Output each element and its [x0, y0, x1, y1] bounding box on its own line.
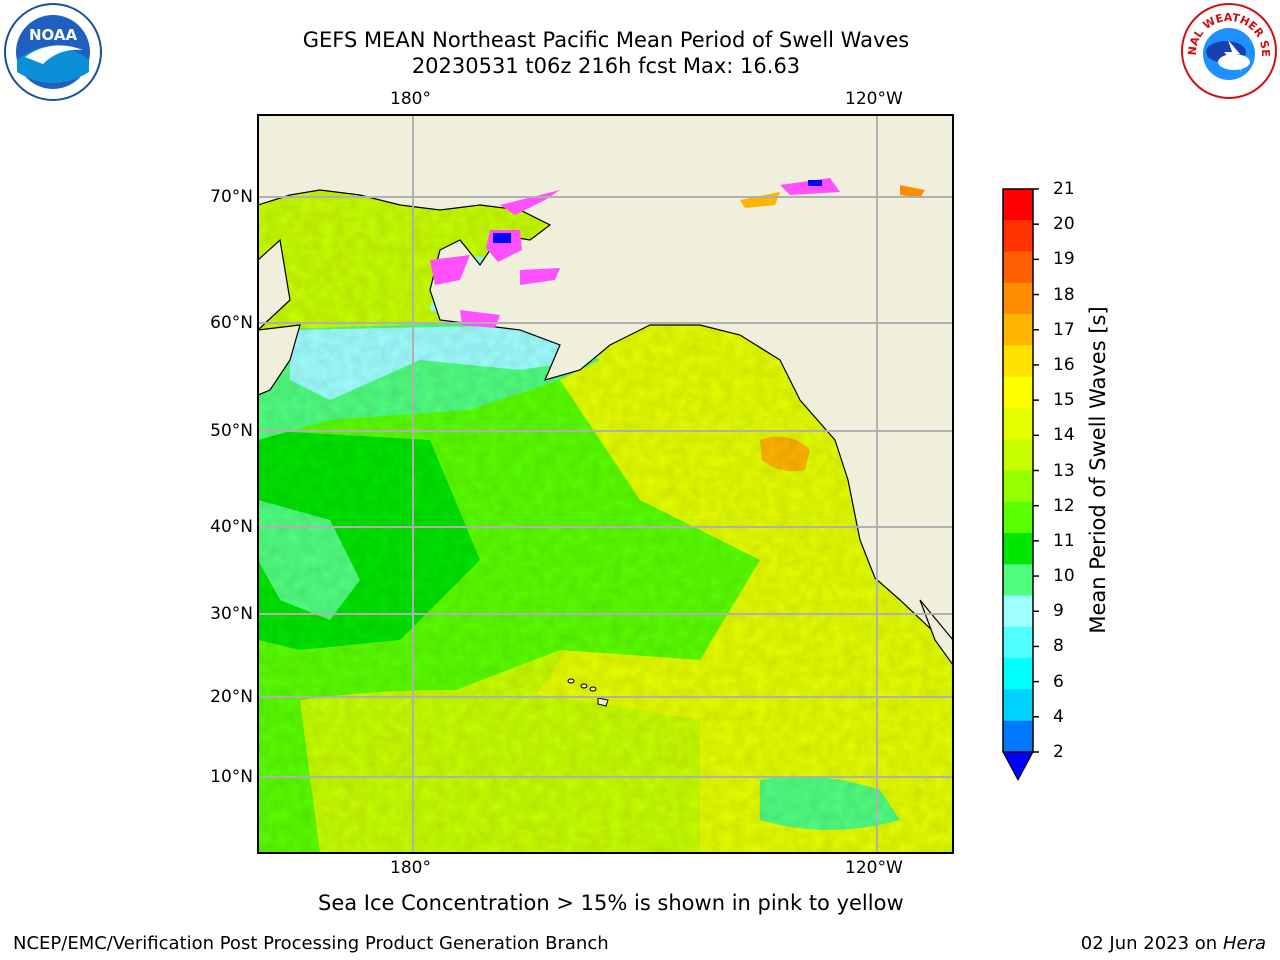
run-date: 02 Jun 2023 on Hera [1081, 933, 1266, 954]
lat-label-50n: 50°N [210, 421, 253, 441]
run-host: Hera [1222, 933, 1266, 954]
colorbar-tick-label: 12 [1053, 495, 1075, 516]
lon-label-top-180: 180° [390, 89, 431, 109]
colorbar-tick-label: 8 [1053, 636, 1064, 657]
noaa-logo: NOAA [3, 2, 103, 102]
credit-text: NCEP/EMC/Verification Post Processing Pr… [13, 933, 609, 954]
colorbar-title: Mean Period of Swell Waves [s] [1086, 306, 1110, 634]
run-date-text: 02 Jun 2023 on [1080, 933, 1218, 954]
lat-label-10n: 10°N [210, 767, 253, 787]
colorbar-swatch [1003, 720, 1033, 753]
lon-label-bottom-120w: 120°W [845, 858, 903, 878]
colorbar-swatch [1003, 501, 1033, 534]
colorbar [1002, 188, 1039, 782]
colorbar-swatch [1003, 189, 1033, 221]
colorbar-swatch [1003, 251, 1033, 284]
graticule [258, 115, 953, 853]
colorbar-swatch [1003, 407, 1033, 440]
colorbar-tick-label: 21 [1053, 179, 1075, 199]
lat-label-20n: 20°N [210, 687, 253, 707]
colorbar-swatch [1003, 345, 1033, 378]
colorbar-tick-label: 19 [1053, 249, 1075, 270]
noaa-logo-text: NOAA [29, 26, 78, 44]
colorbar-extend-arrow [1002, 751, 1034, 782]
lat-label-70n: 70°N [210, 187, 253, 207]
lat-label-60n: 60°N [210, 313, 253, 333]
colorbar-tick-label: 13 [1053, 460, 1075, 481]
map-subtitle: 20230531 t06z 216h fcst Max: 16.63 [411, 54, 801, 78]
colorbar-tick-label: 4 [1053, 706, 1064, 727]
colorbar-tick-label: 16 [1053, 354, 1075, 375]
colorbar-swatch [1003, 564, 1033, 597]
hawaii-islands [567, 678, 609, 707]
asia-coast-land [258, 324, 301, 396]
colorbar-swatch [1003, 282, 1033, 315]
colorbar-swatch [1003, 689, 1033, 722]
colorbar-swatch [1003, 376, 1033, 409]
colorbar-swatch [1003, 439, 1033, 471]
north-america-land [258, 115, 953, 651]
baja-land [919, 599, 953, 667]
colorbar-tick-label: 11 [1053, 530, 1075, 551]
colorbar-tick-label: 20 [1053, 214, 1075, 235]
colorbar-swatch [1003, 658, 1033, 690]
colorbar-tick-label: 18 [1053, 284, 1075, 305]
sea-ice-note: Sea Ice Concentration > 15% is shown in … [318, 891, 904, 915]
map-title: GEFS MEAN Northeast Pacific Mean Period … [302, 28, 910, 52]
colorbar-swatch [1003, 626, 1033, 659]
colorbar-tick-label: 6 [1053, 671, 1064, 692]
colorbar-swatch [1003, 470, 1033, 503]
lon-label-bottom-180: 180° [390, 858, 431, 878]
colorbar-swatch [1003, 220, 1033, 253]
colorbar-swatch [1003, 314, 1033, 346]
map-frame [257, 114, 954, 854]
nws-logo: NATIONAL WEATHER SERVICE [1175, 0, 1278, 100]
colorbar-tick-label: 2 [1053, 742, 1064, 762]
colorbar-tick-label: 14 [1053, 425, 1075, 446]
lat-label-30n: 30°N [210, 604, 253, 624]
colorbar-tick-label: 17 [1053, 319, 1075, 340]
colorbar-swatch [1003, 533, 1033, 565]
kamchatka-land [258, 238, 291, 331]
colorbar-tick-label: 10 [1053, 566, 1075, 587]
colorbar-tick-label: 15 [1053, 390, 1075, 411]
lat-label-40n: 40°N [210, 517, 253, 537]
colorbar-swatch [1003, 595, 1033, 628]
lon-label-top-120w: 120°W [845, 89, 903, 109]
colorbar-tick-label: 9 [1053, 601, 1064, 622]
